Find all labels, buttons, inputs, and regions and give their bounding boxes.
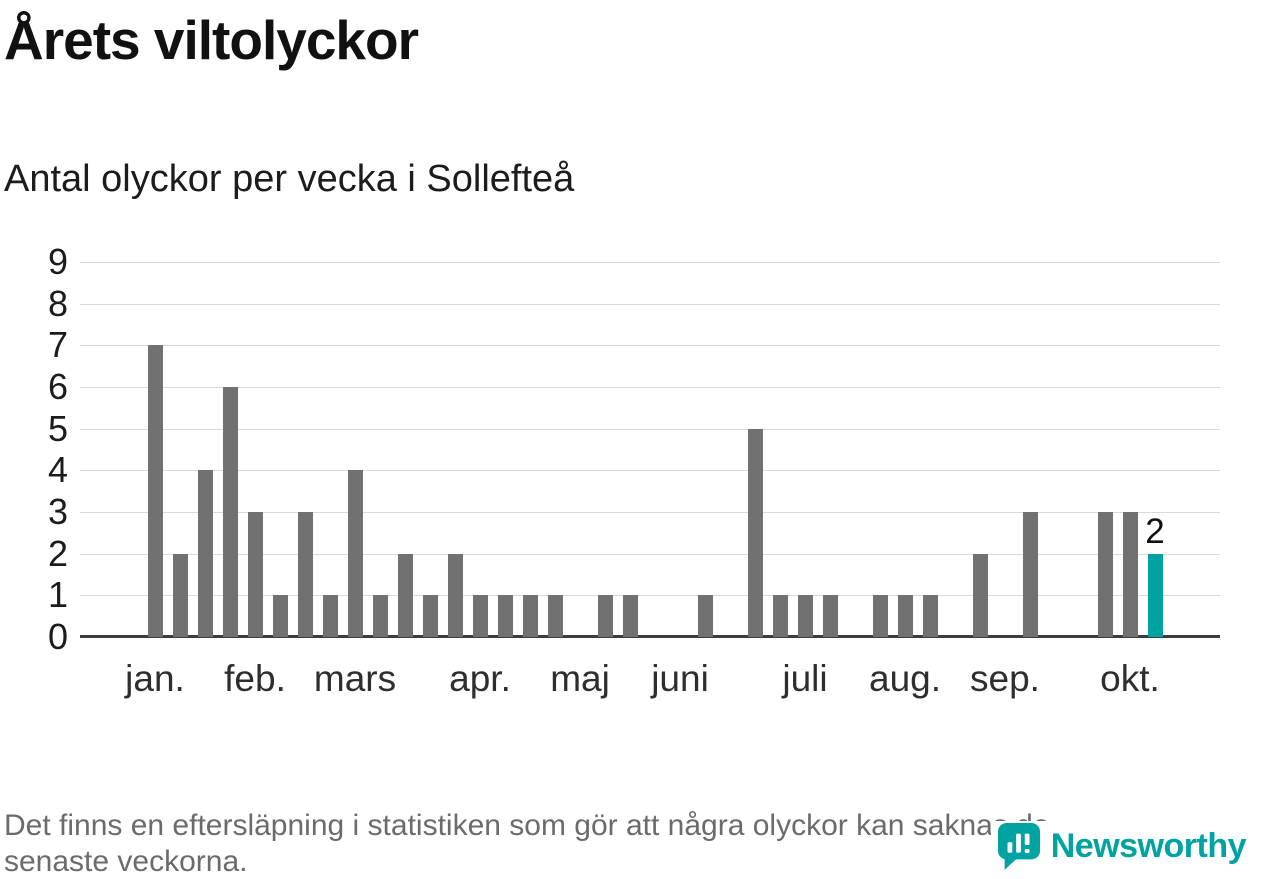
bar-week-25 bbox=[747, 428, 763, 637]
gridline-8 bbox=[80, 303, 1220, 305]
footnote-line-2: senaste veckorna. bbox=[4, 845, 248, 878]
bar-week-17 bbox=[547, 595, 563, 637]
bar-week-8 bbox=[322, 595, 338, 637]
bar-week-41 bbox=[1147, 553, 1163, 637]
bar-week-11 bbox=[397, 553, 413, 637]
bar-week-34 bbox=[972, 553, 988, 637]
bar-week-19 bbox=[597, 595, 613, 637]
y-tick-label-7: 7 bbox=[47, 324, 68, 366]
newsworthy-pin-icon bbox=[997, 823, 1040, 870]
bar-week-3 bbox=[197, 470, 213, 637]
x-tick-label-feb: feb. bbox=[224, 658, 286, 699]
bar-week-12 bbox=[422, 595, 438, 637]
gridline-5 bbox=[80, 428, 1220, 430]
footnote-line-1: Det finns en eftersläpning i statistiken… bbox=[4, 809, 1050, 842]
bar-week-6 bbox=[272, 595, 288, 637]
y-tick-label-4: 4 bbox=[47, 449, 68, 491]
bar-week-36 bbox=[1022, 512, 1038, 637]
y-tick-label-2: 2 bbox=[47, 532, 68, 574]
bar-week-15 bbox=[497, 595, 513, 637]
gridline-9 bbox=[80, 262, 1220, 263]
gridline-7 bbox=[80, 345, 1220, 347]
gridline-1 bbox=[80, 595, 1220, 597]
x-tick-label-sep: sep. bbox=[970, 658, 1040, 699]
bar-week-9 bbox=[347, 470, 363, 637]
newsworthy-logo: Newsworthy bbox=[990, 821, 1247, 871]
bar-week-5 bbox=[247, 512, 263, 637]
gridline-2 bbox=[80, 553, 1220, 555]
gridline-4 bbox=[80, 470, 1220, 472]
x-tick-label-jan: jan. bbox=[125, 658, 185, 699]
bar-week-13 bbox=[447, 553, 463, 637]
x-tick-label-juli: juli bbox=[782, 658, 828, 699]
bar-week-1 bbox=[147, 345, 163, 637]
footnote: Det finns en eftersläpning i statistiken… bbox=[4, 808, 1256, 879]
bar-week-14 bbox=[472, 595, 488, 637]
gridline-6 bbox=[80, 387, 1220, 388]
y-tick-label-3: 3 bbox=[47, 491, 68, 532]
bar-week-4 bbox=[222, 387, 238, 637]
bar-chart: 2 0 1 2 3 4 5 6 7 8 9 jan. feb. mars apr. maj juni juli a… bbox=[0, 240, 1262, 720]
y-tick-label-8: 8 bbox=[47, 282, 68, 324]
chart-title: Årets viltolyckor bbox=[4, 9, 419, 71]
x-tick-label-apr: apr. bbox=[449, 658, 511, 699]
bar-week-16 bbox=[522, 595, 538, 637]
y-tick-label-1: 1 bbox=[47, 574, 68, 616]
bar-week-27 bbox=[797, 595, 813, 637]
plot-area: 2 bbox=[80, 262, 1220, 638]
bar-week-30 bbox=[872, 595, 888, 637]
x-tick-label-juni: juni bbox=[651, 658, 709, 699]
highlight-value-label: 2 bbox=[1145, 511, 1165, 551]
bar-week-39 bbox=[1097, 512, 1113, 637]
bar-week-7 bbox=[297, 512, 313, 637]
bar-week-32 bbox=[922, 595, 938, 637]
y-tick-label-0: 0 bbox=[47, 616, 68, 657]
gridline-3 bbox=[80, 512, 1220, 513]
x-tick-label-okt: okt. bbox=[1100, 658, 1160, 699]
x-tick-label-aug: aug. bbox=[868, 658, 942, 699]
bar-week-31 bbox=[897, 595, 913, 637]
x-axis-line bbox=[80, 635, 1220, 638]
bar-week-26 bbox=[772, 595, 788, 637]
bar-week-28 bbox=[822, 595, 838, 637]
y-tick-label-9: 9 bbox=[47, 241, 68, 282]
bar-week-10 bbox=[372, 595, 388, 637]
bar-week-40 bbox=[1122, 512, 1138, 637]
bar-week-23 bbox=[697, 595, 713, 637]
bar-week-2 bbox=[172, 553, 188, 637]
bar-week-20 bbox=[622, 595, 638, 637]
x-tick-label-mars: mars bbox=[313, 658, 397, 699]
newsworthy-wordmark: Newsworthy bbox=[1050, 826, 1247, 865]
chart-subtitle: Antal olyckor per vecka i Sollefteå bbox=[4, 158, 575, 200]
y-tick-label-5: 5 bbox=[47, 407, 68, 449]
x-tick-label-maj: maj bbox=[550, 658, 610, 699]
y-tick-label-6: 6 bbox=[47, 366, 68, 407]
